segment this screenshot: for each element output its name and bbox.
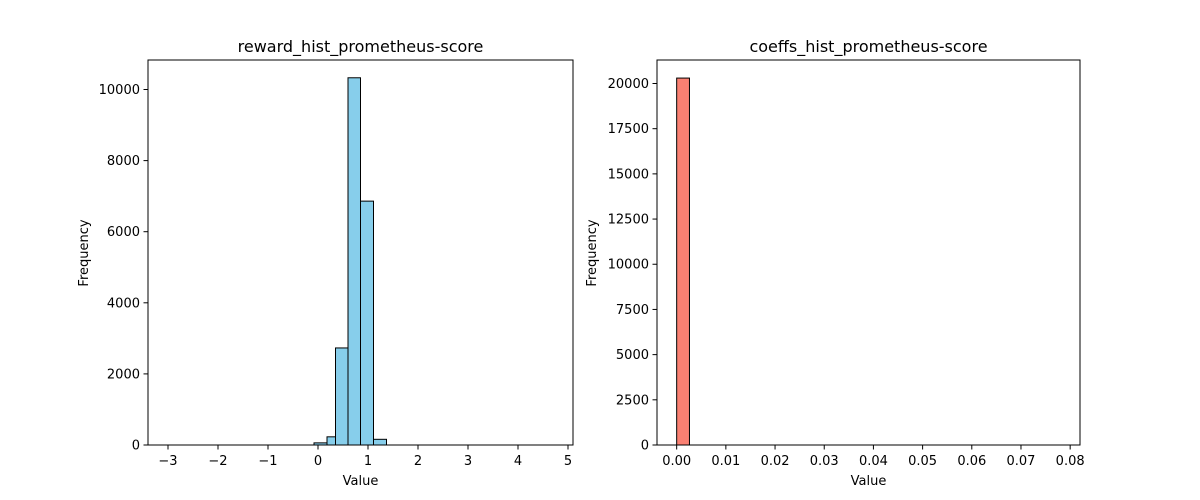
reward-histogram-y-tick-label: 8000 bbox=[107, 154, 140, 169]
reward-histogram-bar-1 bbox=[326, 436, 336, 446]
reward-histogram-y-tick-label: 0 bbox=[132, 439, 140, 454]
coeffs-histogram-y-tick-label: 7500 bbox=[616, 303, 649, 318]
reward-histogram-x-tick-label: 2 bbox=[414, 454, 422, 469]
reward-histogram-x-tick-label: −2 bbox=[208, 454, 227, 469]
coeffs-histogram-y-tick-label: 20000 bbox=[608, 77, 649, 92]
reward-histogram-plot-frame bbox=[147, 59, 574, 446]
coeffs-histogram-y-ticks: 0 2500 5000 7500 10000 12500 15000 17500 20000 bbox=[608, 77, 657, 454]
reward-histogram-x-ticks: −3 −2 −1 0 1 2 3 4 5 bbox=[158, 445, 572, 469]
coeffs-histogram-bar-0 bbox=[676, 77, 690, 446]
coeffs-histogram-x-tick-label: 0.07 bbox=[1007, 454, 1036, 469]
reward-histogram-x-tick-label: −1 bbox=[258, 454, 277, 469]
reward-histogram-y-tick-label: 4000 bbox=[107, 296, 140, 311]
reward-histogram-x-tick-label: 1 bbox=[364, 454, 372, 469]
reward-histogram-y-tick-label: 2000 bbox=[107, 367, 140, 382]
reward-histogram-x-tick-label: 5 bbox=[564, 454, 572, 469]
reward-histogram-ylabel: Frequency bbox=[77, 219, 92, 286]
reward-histogram-x-tick-label: 0 bbox=[314, 454, 322, 469]
coeffs-histogram-y-tick-label: 2500 bbox=[616, 393, 649, 408]
reward-histogram-panel: reward_hist_prometheus-score Value Frequ… bbox=[77, 37, 574, 489]
coeffs-histogram-x-tick-label: 0.08 bbox=[1056, 454, 1085, 469]
reward-histogram-x-tick-label: 3 bbox=[464, 454, 472, 469]
coeffs-histogram-y-tick-label: 0 bbox=[641, 439, 649, 454]
coeffs-histogram-ylabel: Frequency bbox=[585, 219, 600, 286]
coeffs-histogram-y-tick-label: 5000 bbox=[616, 348, 649, 363]
reward-histogram-bar-2 bbox=[335, 347, 349, 446]
coeffs-histogram-bars bbox=[676, 77, 1061, 446]
reward-histogram-x-tick-label: −3 bbox=[158, 454, 177, 469]
coeffs-histogram-x-tick-label: 0.04 bbox=[859, 454, 888, 469]
coeffs-histogram-y-tick-label: 12500 bbox=[608, 213, 649, 228]
reward-histogram-bar-4 bbox=[360, 200, 374, 446]
coeffs-histogram-x-tick-label: 0.01 bbox=[711, 454, 740, 469]
coeffs-histogram-x-tick-label: 0.05 bbox=[908, 454, 937, 469]
coeffs-histogram-plot-frame bbox=[656, 59, 1081, 446]
coeffs-histogram-y-tick-label: 17500 bbox=[608, 122, 649, 137]
coeffs-histogram-x-tick-label: 0.06 bbox=[957, 454, 986, 469]
coeffs-histogram-x-tick-label: 0.02 bbox=[761, 454, 790, 469]
coeffs-histogram-y-tick-label: 15000 bbox=[608, 167, 649, 182]
reward-histogram-bar-5 bbox=[373, 438, 387, 446]
coeffs-histogram-panel: coeffs_hist_prometheus-score Value Frequ… bbox=[585, 37, 1085, 489]
reward-histogram-x-tick-label: 4 bbox=[514, 454, 522, 469]
reward-histogram-y-ticks: 0 2000 4000 6000 8000 10000 bbox=[99, 83, 148, 454]
reward-histogram-bars bbox=[168, 77, 556, 446]
reward-histogram-title: reward_hist_prometheus-score bbox=[238, 37, 484, 57]
coeffs-histogram-x-tick-label: 0.00 bbox=[662, 454, 691, 469]
coeffs-histogram-x-ticks: 0.00 0.01 0.02 0.03 0.04 0.05 0.06 0.07 0.08 bbox=[662, 445, 1085, 469]
reward-histogram-y-tick-label: 6000 bbox=[107, 225, 140, 240]
coeffs-histogram-x-tick-label: 0.03 bbox=[810, 454, 839, 469]
coeffs-histogram-title: coeffs_hist_prometheus-score bbox=[749, 37, 987, 57]
coeffs-histogram-y-tick-label: 10000 bbox=[608, 258, 649, 273]
reward-histogram-bar-3 bbox=[347, 77, 361, 446]
coeffs-histogram-xlabel: Value bbox=[851, 474, 887, 489]
reward-histogram-y-tick-label: 10000 bbox=[99, 83, 140, 98]
reward-histogram-xlabel: Value bbox=[343, 474, 379, 489]
